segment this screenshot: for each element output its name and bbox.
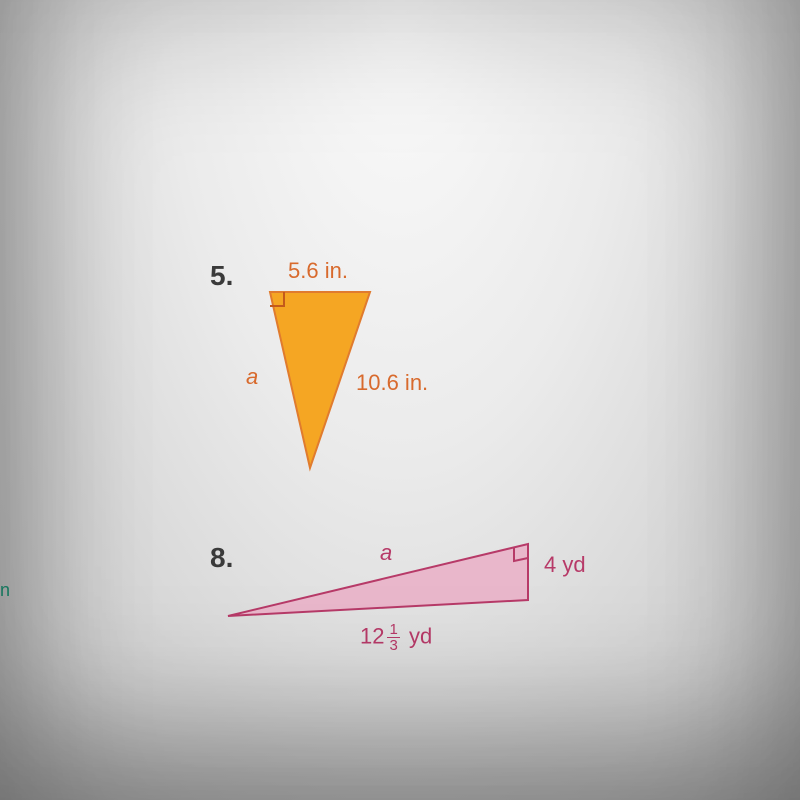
mixed-unit: yd (403, 623, 432, 648)
problem-8-right-measure: 4 yd (544, 552, 586, 578)
mixed-denominator: 3 (387, 638, 399, 653)
mixed-whole: 12 (360, 623, 384, 648)
mixed-numerator: 1 (387, 622, 399, 638)
problem-8-triangle (0, 0, 800, 800)
mixed-fraction: 13 (387, 622, 399, 653)
worksheet-page: 5. 5.6 in. a 10.6 in. 8. a 4 yd 1213 yd … (0, 0, 800, 800)
triangle-shape (228, 544, 528, 616)
problem-8-variable-a: a (380, 540, 392, 566)
problem-8-hypotenuse-measure: 1213 yd (360, 622, 432, 653)
edge-artifact-text: n (0, 580, 10, 601)
